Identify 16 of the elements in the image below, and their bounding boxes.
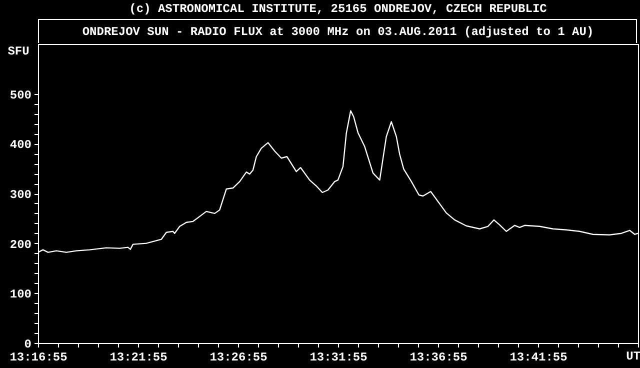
y-tick-label: 400 — [10, 138, 32, 152]
chart-title: ONDREJOV SUN - RADIO FLUX at 3000 MHz on 03.AUG.2011 (adjusted to 1 AU) — [82, 25, 594, 39]
y-tick-label: 300 — [10, 188, 32, 202]
y-tick-label: 500 — [10, 88, 32, 102]
text: (c) ASTRONOMICAL INSTITUTE, 25165 ONDREJOV, CZECH REPUBLIC — [129, 2, 547, 16]
x-axis-title: UT — [626, 350, 640, 364]
x-tick-label: 13:16:55 — [10, 350, 68, 364]
x-tick-label: 13:36:55 — [410, 350, 468, 364]
x-tick-label: 13:26:55 — [210, 350, 268, 364]
y-tick-label: 0 — [24, 338, 32, 352]
x-tick-label: 13:41:55 — [510, 350, 568, 364]
y-tick-label: 100 — [10, 288, 32, 302]
x-tick-label: 13:21:55 — [110, 350, 168, 364]
y-tick-label: 200 — [10, 238, 32, 252]
y-axis-title: SFU — [8, 44, 30, 58]
x-tick-label: 13:31:55 — [310, 350, 368, 364]
